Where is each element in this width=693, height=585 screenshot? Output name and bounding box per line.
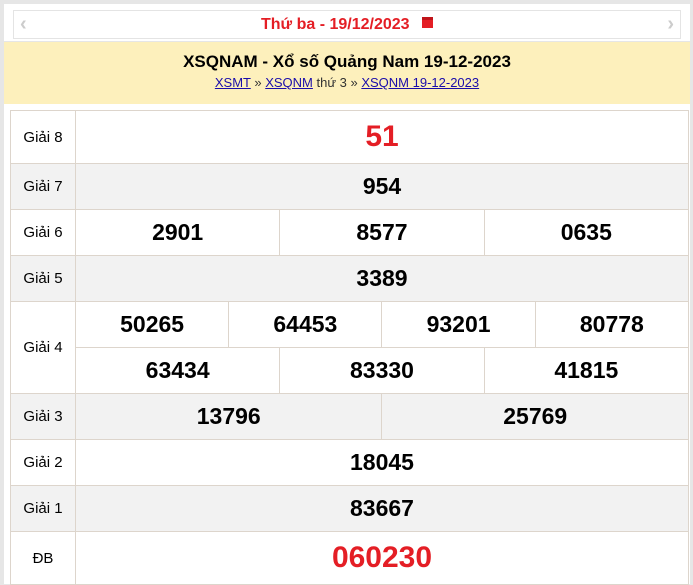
results-panel: Giải 8 51 Giải 7 954 Giải 6 2901 8577 0635 Gi… bbox=[4, 104, 690, 585]
breadcrumb-xsqnm[interactable]: XSQNM bbox=[265, 75, 313, 90]
prize-label: Giải 8 bbox=[10, 110, 76, 164]
prize-number: 63434 bbox=[74, 347, 281, 394]
prize-number: 83667 bbox=[75, 485, 689, 532]
row-giai-3: Giải 3 13796 25769 bbox=[10, 393, 689, 440]
row-giai-1: Giải 1 83667 bbox=[10, 485, 689, 532]
prize-label: Giải 5 bbox=[10, 255, 76, 302]
date-label[interactable]: 19/12/2023 bbox=[329, 16, 410, 33]
prize-number: 954 bbox=[75, 163, 689, 210]
row-giai-5: Giải 5 3389 bbox=[10, 255, 689, 302]
breadcrumb-sep: » bbox=[250, 75, 266, 90]
row-giai-4: Giải 4 50265 64453 93201 80778 bbox=[10, 301, 690, 394]
prize-label: Giải 6 bbox=[10, 209, 76, 256]
breadcrumb-date[interactable]: XSQNM 19-12-2023 bbox=[361, 75, 480, 90]
row-giai-2: Giải 2 18045 bbox=[10, 439, 689, 486]
row-dac-biet: ĐB 060230 bbox=[10, 531, 689, 585]
calendar-icon[interactable] bbox=[422, 17, 433, 28]
prize-number: 50265 bbox=[74, 301, 230, 348]
day-label: Thứ ba - bbox=[261, 16, 330, 33]
chevron-right-icon[interactable]: › bbox=[667, 13, 674, 35]
prize-label: Giải 7 bbox=[10, 163, 76, 210]
breadcrumb-xsmt[interactable]: XSMT bbox=[214, 75, 251, 90]
row-giai-7: Giải 7 954 bbox=[10, 163, 689, 210]
breadcrumb: XSMT » XSQNM thứ 3 » XSQNM 19-12-2023 bbox=[4, 75, 690, 90]
prize-label: Giải 2 bbox=[10, 439, 76, 486]
prize-number: 83330 bbox=[279, 347, 485, 394]
prize-label: Giải 4 bbox=[10, 301, 76, 394]
prize-number: 8577 bbox=[279, 209, 485, 256]
row-giai-6: Giải 6 2901 8577 0635 bbox=[10, 209, 690, 256]
prize-number: 18045 bbox=[75, 439, 689, 486]
date-box: ‹ Thứ ba - 19/12/2023 › bbox=[13, 10, 681, 39]
prize-number: 80778 bbox=[534, 301, 690, 348]
prize-number: 3389 bbox=[75, 255, 689, 302]
chevron-left-icon[interactable]: ‹ bbox=[20, 13, 27, 35]
prize-number: 93201 bbox=[381, 301, 536, 348]
prize-label: Giải 1 bbox=[10, 485, 76, 532]
prize-label: ĐB bbox=[10, 531, 76, 585]
row-giai-4b: 63434 83330 41815 bbox=[11, 347, 690, 394]
prize-number: 2901 bbox=[74, 209, 281, 256]
prize-number: 13796 bbox=[74, 393, 383, 440]
prize-number: 51 bbox=[75, 110, 689, 164]
date-navigator: ‹ Thứ ba - 19/12/2023 › bbox=[4, 4, 690, 41]
title-band: XSQNAM - Xổ số Quảng Nam 19-12-2023 XSMT… bbox=[4, 42, 690, 104]
results-table: Giải 8 51 Giải 7 954 Giải 6 2901 8577 0635 Gi… bbox=[10, 110, 690, 585]
prize-label: Giải 3 bbox=[10, 393, 76, 440]
prize-number: 0635 bbox=[483, 209, 690, 256]
prize-number: 25769 bbox=[381, 393, 689, 440]
row-giai-8: Giải 8 51 bbox=[10, 110, 689, 164]
prize-number: 64453 bbox=[228, 301, 383, 348]
jackpot-number: 060230 bbox=[75, 531, 689, 585]
prize-number: 41815 bbox=[483, 347, 690, 394]
page-title: XSQNAM - Xổ số Quảng Nam 19-12-2023 bbox=[183, 52, 511, 71]
breadcrumb-text: thứ 3 » bbox=[312, 75, 362, 90]
